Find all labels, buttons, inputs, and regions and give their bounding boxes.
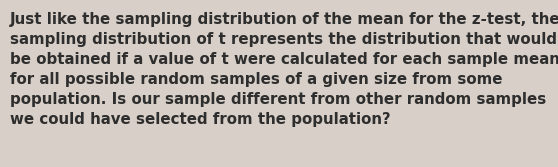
Text: Just like the sampling distribution of the mean for the z-test, the
sampling dis: Just like the sampling distribution of t…: [10, 12, 558, 127]
